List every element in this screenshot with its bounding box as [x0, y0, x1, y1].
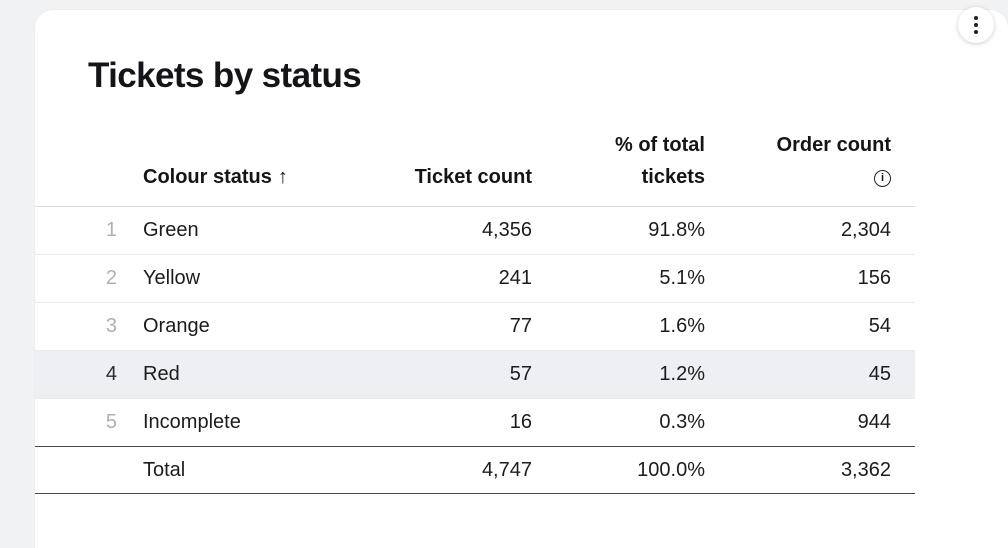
table-total-row: Total 4,747 100.0% 3,362 — [35, 446, 915, 495]
cell-pct-total: 0.3% — [659, 411, 705, 434]
cell-ticket-count: 16 — [509, 411, 532, 434]
cell-ticket-count: 241 — [498, 267, 532, 290]
header-pct-total-label: % of total tickets — [615, 134, 705, 188]
cell-colour-status: Incomplete — [143, 411, 241, 434]
header-order-count[interactable]: Order count i — [705, 130, 915, 193]
kebab-icon — [974, 30, 978, 34]
cell-order-count: 156 — [857, 267, 891, 290]
table-row[interactable]: 1 Green 4,356 91.8% 2,304 — [35, 207, 915, 256]
info-icon[interactable]: i — [874, 169, 891, 187]
cell-pct-total: 1.2% — [659, 363, 705, 386]
header-colour-status-label: Colour status — [143, 165, 272, 188]
cell-ticket-count: 77 — [509, 315, 532, 338]
header-order-count-label: Order count — [776, 134, 891, 156]
header-ticket-count-label: Ticket count — [414, 165, 532, 188]
cell-pct-total: 1.6% — [659, 315, 705, 338]
cell-colour-status: Red — [143, 363, 180, 386]
cell-colour-status: Orange — [143, 315, 210, 338]
table-header-row: Colour status ↑ Ticket count % of total t… — [35, 130, 915, 208]
table-row[interactable]: 2 Yellow 241 5.1% 156 — [35, 255, 915, 304]
kebab-icon — [974, 16, 978, 20]
sort-ascending-icon: ↑ — [277, 165, 288, 188]
cell-ticket-count: 4,356 — [481, 219, 532, 242]
row-number: 2 — [105, 267, 117, 290]
cell-ticket-count: 57 — [509, 363, 532, 386]
tickets-table: Colour status ↑ Ticket count % of total t… — [35, 130, 915, 495]
cell-pct-total: 5.1% — [659, 267, 705, 290]
cell-pct-total: 91.8% — [648, 219, 705, 242]
total-ticket-count: 4,747 — [481, 458, 532, 481]
kebab-menu-button[interactable] — [958, 7, 994, 43]
page-title: Tickets by status — [88, 56, 362, 95]
total-pct-total: 100.0% — [637, 458, 705, 481]
row-number: 3 — [105, 315, 117, 338]
row-number: 4 — [105, 363, 117, 386]
cell-order-count: 54 — [868, 315, 891, 338]
total-order-count: 3,362 — [840, 458, 891, 481]
cell-order-count: 2,304 — [840, 219, 891, 242]
cell-order-count: 944 — [857, 411, 891, 434]
header-pct-total[interactable]: % of total tickets — [532, 130, 705, 193]
total-label: Total — [143, 458, 186, 481]
table-row[interactable]: 5 Incomplete 16 0.3% 944 — [35, 399, 915, 448]
table-row[interactable]: 3 Orange 77 1.6% 54 — [35, 303, 915, 352]
table-row-highlighted[interactable]: 4 Red 57 1.2% 45 — [35, 351, 915, 400]
row-number: 1 — [105, 219, 117, 242]
cell-colour-status: Yellow — [143, 267, 201, 290]
header-colour-status[interactable]: Colour status ↑ — [143, 162, 373, 194]
header-ticket-count[interactable]: Ticket count — [373, 162, 532, 194]
tickets-by-status-card: Tickets by status Colour status ↑ Ticket … — [35, 10, 1008, 548]
cell-colour-status: Green — [143, 219, 199, 242]
cell-order-count: 45 — [868, 363, 891, 386]
kebab-icon — [974, 23, 978, 27]
row-number: 5 — [105, 411, 117, 434]
